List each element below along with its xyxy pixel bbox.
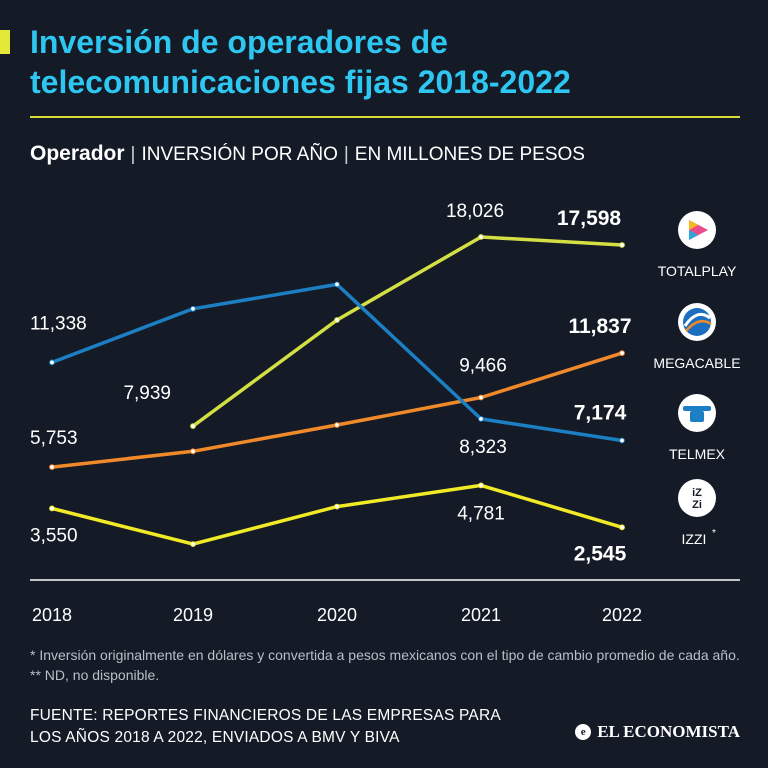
- series-megacable: 5,753 9,466 11,837: [30, 315, 632, 471]
- data-point: [49, 505, 55, 512]
- series-line-izzi: [51, 483, 623, 546]
- legend-item-megacable: MEGACABLE: [653, 303, 741, 371]
- data-point: [190, 448, 196, 455]
- data-label: 2,545: [574, 542, 627, 565]
- data-label: 17,598: [557, 207, 622, 230]
- telmex-phone-icon: [690, 411, 704, 422]
- x-tick-label: 2022: [602, 605, 642, 625]
- footnote: * Inversión originalmente en dólares y c…: [30, 647, 740, 683]
- data-point: [334, 422, 340, 428]
- legend-footnote-mark: *: [712, 528, 716, 539]
- legend-label: TELMEX: [669, 446, 726, 462]
- data-point: [478, 394, 484, 401]
- data-label: 7,174: [574, 402, 627, 425]
- data-point: [49, 359, 55, 366]
- data-point: [619, 524, 625, 531]
- brand-mark-icon: e: [575, 724, 592, 740]
- legend-label: TOTALPLAY: [658, 263, 737, 279]
- title-divider: [30, 116, 740, 118]
- data-label: 11,837: [568, 315, 631, 338]
- data-point: [478, 234, 484, 240]
- chart-subtitle: Operador | INVERSIÓN POR AÑO | EN MILLONES D…: [30, 142, 585, 165]
- telmex-phone-icon: [683, 406, 711, 411]
- data-label: 9,466: [459, 356, 507, 377]
- data-label: 8,323: [459, 437, 507, 458]
- data-label: 3,550: [30, 525, 78, 546]
- data-label: 18,026: [446, 201, 504, 222]
- x-tick-label: 2019: [173, 605, 213, 625]
- data-point: [49, 464, 55, 471]
- data-point: [619, 242, 625, 248]
- source-note: FUENTE: REPORTES FINANCIEROS DE LAS EMPR…: [30, 707, 501, 746]
- legend-label: MEGACABLE: [653, 355, 740, 371]
- data-point: [190, 541, 196, 547]
- data-label: 4,781: [457, 503, 505, 524]
- subtitle-measure: INVERSIÓN POR AÑO: [141, 144, 338, 165]
- totalplay-triangle-icon: [689, 220, 698, 230]
- data-point: [334, 281, 340, 288]
- series-line-telmex: [51, 282, 623, 443]
- legend-item-totalplay: TOTALPLAY: [658, 211, 737, 279]
- data-label: 7,939: [123, 383, 171, 404]
- data-label: 5,753: [30, 428, 78, 449]
- legend-item-telmex: TELMEX: [669, 394, 726, 462]
- brand-logo: e EL ECONOMISTA: [575, 722, 740, 742]
- subtitle-operator: Operador: [30, 142, 125, 165]
- data-point: [334, 317, 340, 323]
- subtitle-units: EN MILLONES DE PESOS: [354, 144, 585, 165]
- chart-title: Inversión de operadores de telecomunicac…: [30, 24, 571, 100]
- brand-name: EL ECONOMISTA: [597, 722, 740, 741]
- data-point: [619, 437, 625, 444]
- data-point: [478, 416, 484, 422]
- x-tick-label: 2018: [32, 605, 72, 625]
- data-label: 11,338: [30, 313, 87, 334]
- series-line-totalplay: [191, 235, 623, 428]
- title-accent-bar: [0, 30, 10, 54]
- series-totalplay: 7,939 18,026 17,598: [123, 201, 625, 430]
- izzi-logo-text: iZ: [692, 487, 702, 499]
- x-tick-label: 2020: [317, 605, 357, 625]
- series-izzi: 3,550 4,781 2,545: [30, 482, 627, 565]
- izzi-logo-icon: [678, 479, 716, 517]
- legend-label: IZZI: [682, 531, 707, 547]
- series-line-megacable: [51, 351, 623, 469]
- megacable-swoosh-icon: [685, 319, 712, 332]
- totalplay-triangle-icon: [689, 230, 698, 240]
- data-point: [190, 423, 196, 430]
- series-telmex: 11,338 8,323 7,174: [30, 281, 627, 458]
- data-point: [190, 305, 196, 312]
- megacable-swoosh-icon: [683, 312, 711, 327]
- data-point: [619, 350, 625, 357]
- izzi-logo-text: Zi: [692, 499, 702, 511]
- data-point: [478, 482, 484, 489]
- x-tick-label: 2021: [461, 605, 501, 625]
- data-point: [334, 503, 340, 510]
